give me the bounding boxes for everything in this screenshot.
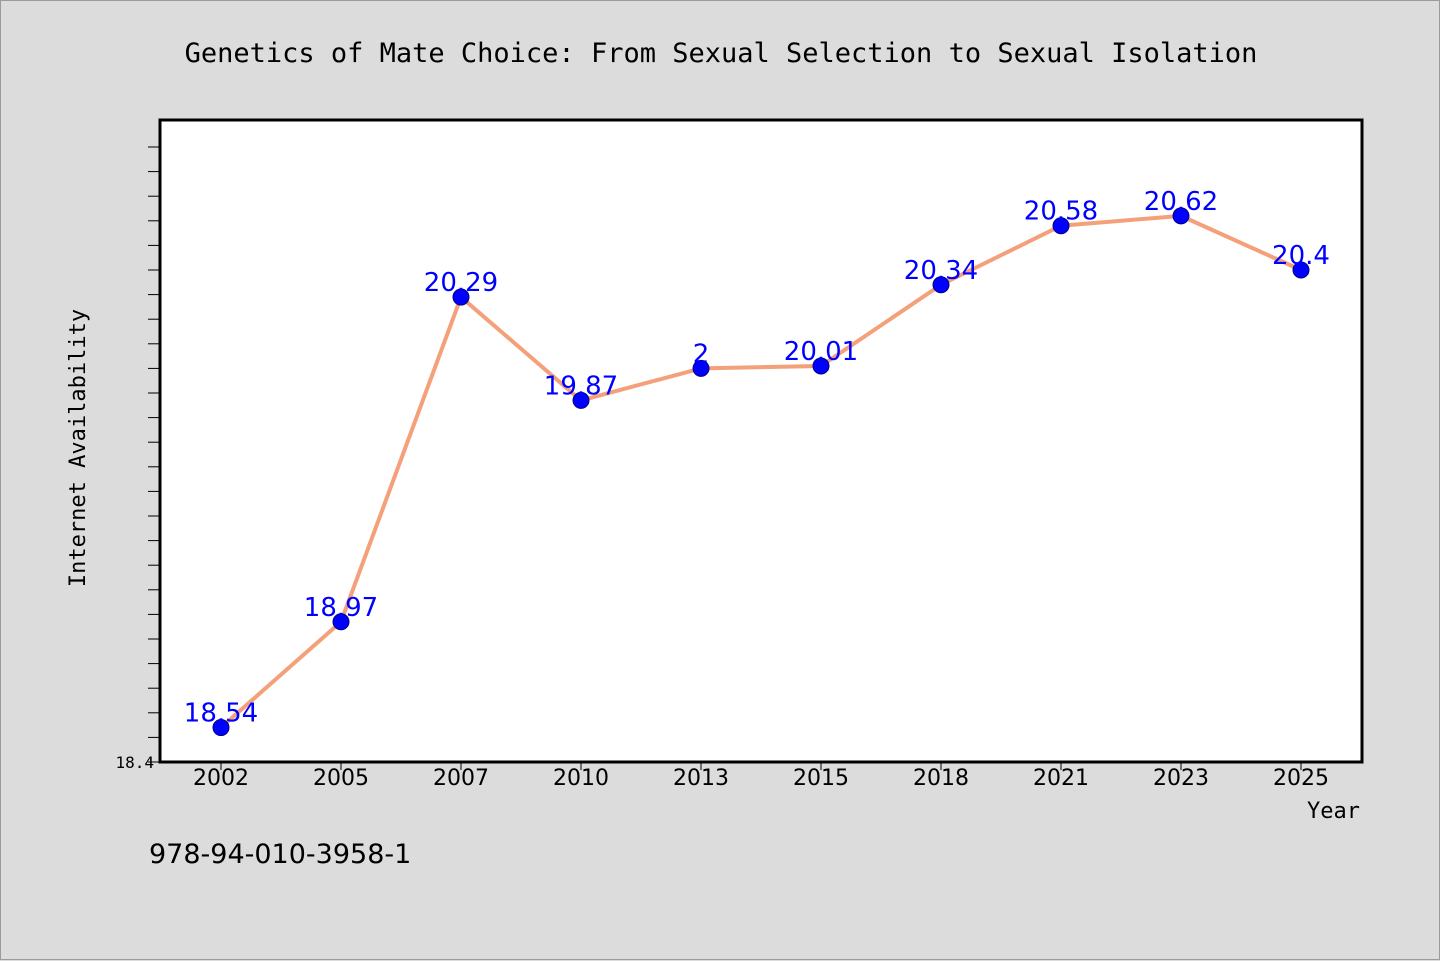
data-point	[332, 613, 350, 631]
data-point	[452, 288, 470, 306]
series-line	[219, 213, 1302, 730]
isbn-text: 978-94-010-3958-1	[149, 839, 411, 870]
x-tick-label: 2007	[433, 766, 489, 791]
y-axis-ticks: 18.4	[115, 146, 160, 772]
data-labels: 18.54 18.97 20.29 19.87 2 20.01 20.34 20.58 20.6…	[184, 187, 1330, 729]
data-label: 19.87	[544, 371, 618, 401]
x-tick-label: 2010	[553, 766, 609, 791]
x-axis-ticks: 2002 2005 2007 2010 2013 2015 2018 2021 2023 2025	[193, 762, 1329, 791]
data-markers	[212, 207, 1310, 737]
y-tick-label: 18.4	[115, 753, 154, 772]
data-point	[212, 719, 230, 737]
data-point	[1292, 261, 1310, 279]
x-tick-label: 2002	[193, 766, 249, 791]
data-label: 20.01	[784, 337, 858, 367]
data-label: 20.34	[904, 256, 978, 286]
x-tick-label: 2025	[1273, 766, 1329, 791]
plot-area	[158, 118, 1364, 764]
data-label: 20.29	[424, 268, 498, 298]
data-point	[692, 359, 710, 377]
data-label: 20.4	[1272, 241, 1330, 271]
chart-title: Genetics of Mate Choice: From Sexual Sel…	[185, 38, 1258, 69]
data-point	[1172, 207, 1190, 225]
data-point	[932, 276, 950, 294]
data-label: 2	[693, 339, 710, 369]
x-tick-label: 2005	[313, 766, 369, 791]
x-axis-label: Year	[1307, 799, 1360, 824]
data-point	[572, 391, 590, 409]
x-tick-label: 2013	[673, 766, 729, 791]
data-label: 18.97	[304, 593, 378, 623]
x-tick-label: 2023	[1153, 766, 1209, 791]
data-label: 20.58	[1024, 197, 1098, 227]
data-label: 18.54	[184, 699, 258, 729]
y-axis-label: Internet Availability	[66, 309, 91, 587]
data-point	[812, 357, 830, 375]
data-point	[1052, 217, 1070, 235]
x-tick-label: 2015	[793, 766, 849, 791]
x-tick-label: 2021	[1033, 766, 1089, 791]
data-label: 20.62	[1144, 187, 1218, 217]
x-tick-label: 2018	[913, 766, 969, 791]
